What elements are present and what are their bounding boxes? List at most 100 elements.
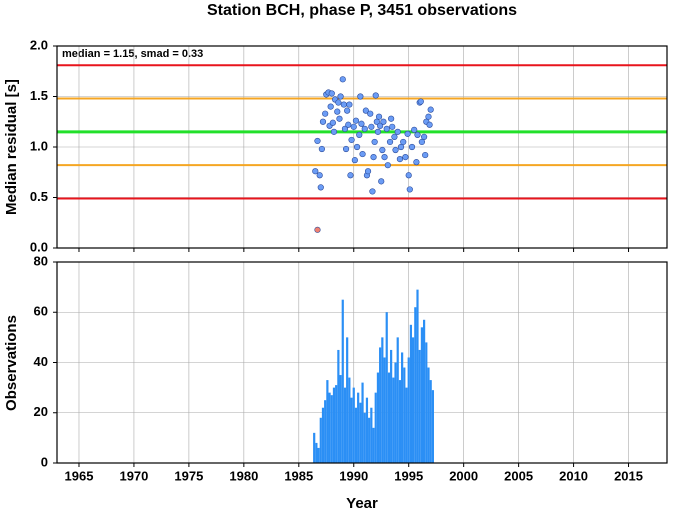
bar [403, 367, 406, 463]
y-tick-label: 20 [34, 404, 48, 419]
chart-title: Station BCH, phase P, 3451 observations [207, 2, 517, 19]
bar [394, 362, 397, 463]
y-tick-label: 0.0 [30, 239, 48, 254]
point [377, 122, 384, 129]
point [384, 162, 391, 169]
bar [370, 407, 373, 463]
point [356, 131, 363, 138]
point [413, 159, 420, 166]
point [330, 128, 338, 135]
bar [319, 417, 322, 463]
point [317, 184, 324, 191]
x-tick-label: 1995 [394, 468, 423, 483]
point [388, 115, 395, 122]
bar [416, 289, 419, 463]
y-tick-label: 0 [41, 454, 48, 469]
point [369, 188, 376, 195]
y-tick-label: 1.5 [30, 88, 48, 103]
point [425, 113, 432, 120]
point [380, 118, 387, 125]
bar [346, 337, 349, 463]
plot-frame [56, 261, 668, 464]
point [314, 137, 321, 145]
point [405, 172, 412, 179]
bar [383, 357, 386, 463]
bar [317, 447, 320, 463]
x-tick-label: 1990 [339, 468, 368, 483]
point [417, 98, 424, 105]
bar [429, 380, 432, 463]
y-tick-label: 0.5 [30, 189, 48, 204]
y-axis-label: Median residual [s] [3, 79, 20, 215]
point [411, 126, 418, 133]
point [335, 99, 342, 106]
point [340, 101, 347, 108]
point [316, 172, 323, 179]
point [418, 138, 426, 146]
point [375, 113, 383, 120]
bar [350, 397, 353, 463]
point [374, 128, 382, 135]
bar [363, 412, 366, 463]
point [391, 133, 398, 140]
point [427, 106, 434, 113]
point [342, 145, 350, 153]
bar [379, 347, 382, 463]
point [347, 172, 354, 179]
bar [328, 392, 331, 463]
bar [348, 377, 351, 463]
y-tick-label: 80 [34, 253, 48, 268]
bar [414, 307, 417, 463]
bar [359, 402, 362, 463]
point [381, 154, 388, 161]
point [372, 92, 379, 99]
bar [337, 349, 340, 463]
x-tick-label: 2000 [449, 468, 478, 483]
point [367, 110, 374, 117]
point [352, 117, 360, 124]
x-tick-label: 2010 [559, 468, 588, 483]
point [368, 123, 375, 130]
bar [412, 337, 415, 463]
bar [405, 387, 408, 463]
bar [341, 299, 344, 463]
x-tick-label: 1975 [174, 468, 203, 483]
y-tick-label: 60 [34, 304, 48, 319]
point [378, 178, 385, 185]
point [318, 145, 325, 153]
bar [372, 427, 375, 463]
point [328, 90, 335, 97]
point [420, 133, 428, 140]
bar [357, 392, 360, 463]
y-axis-label: Observations [3, 315, 20, 411]
bar [396, 337, 399, 463]
point [357, 93, 364, 100]
point [353, 143, 361, 151]
point [345, 121, 352, 128]
point [361, 125, 368, 132]
bar [354, 407, 358, 463]
point [371, 138, 378, 146]
point [386, 138, 394, 146]
bar [390, 349, 393, 463]
bar [343, 387, 347, 463]
point [322, 110, 329, 117]
point [402, 154, 409, 161]
bar [326, 380, 329, 463]
bar [335, 385, 338, 463]
x-tick-label: 2005 [504, 468, 533, 483]
bar [385, 312, 388, 463]
bar [409, 324, 413, 463]
point [350, 123, 357, 130]
point [344, 107, 351, 114]
point [383, 125, 390, 132]
point [408, 143, 416, 151]
point [348, 136, 355, 144]
bar [407, 357, 410, 463]
bar [418, 349, 421, 463]
point [336, 115, 343, 122]
x-tick-label: 1965 [65, 468, 94, 483]
point [370, 154, 377, 161]
bar [321, 407, 325, 463]
